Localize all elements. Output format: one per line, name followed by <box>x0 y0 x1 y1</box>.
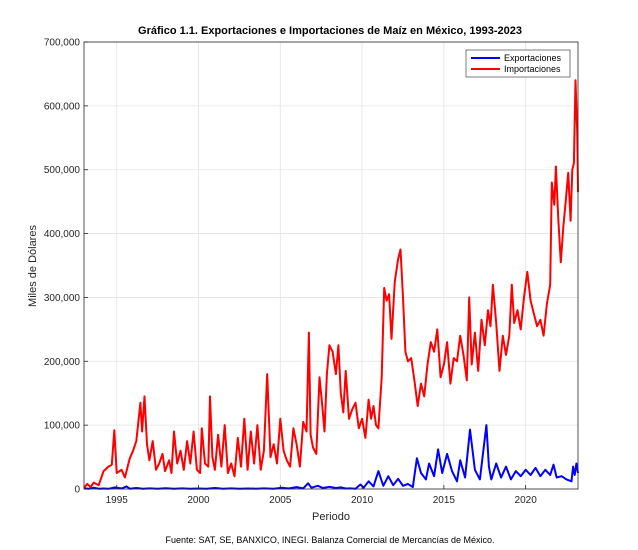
x-axis-label: Periodo <box>312 511 350 523</box>
y-tick-label: 300,000 <box>44 293 81 304</box>
y-tick-label: 500,000 <box>44 165 81 176</box>
plot-frame <box>83 41 579 490</box>
y-axis-label: Miles de Dólares <box>27 225 39 307</box>
y-tick-label: 400,000 <box>44 229 81 240</box>
x-tick-label: 2010 <box>351 495 374 506</box>
legend-label-importaciones: Importaciones <box>504 64 561 74</box>
x-tick-label: 2005 <box>269 495 292 506</box>
y-axis: 0 100,000 200,000 300,000 400,000 500,000 600,… <box>44 38 88 496</box>
y-tick-label: 700,000 <box>44 38 81 49</box>
legend-label-exportaciones: Exportaciones <box>504 53 562 63</box>
x-tick-label: 2000 <box>187 495 210 506</box>
source-note: Fuente: SAT, SE, BANXICO, INEGI. Balanza… <box>166 535 495 545</box>
y-tick-label: 200,000 <box>44 357 81 368</box>
y-tick-label: 0 <box>74 485 80 496</box>
x-axis: 1995 2000 2005 2010 2015 2020 <box>106 485 538 506</box>
chart-title: Gráfico 1.1. Exportaciones e Importacion… <box>138 25 522 37</box>
legend: Exportaciones Importaciones <box>465 49 571 78</box>
y-tick-label: 100,000 <box>44 421 81 432</box>
legend-box <box>465 49 571 78</box>
series-line-importaciones <box>83 79 579 489</box>
x-tick-label: 2015 <box>433 495 456 506</box>
y-tick-label: 600,000 <box>44 101 81 112</box>
x-tick-label: 1995 <box>106 495 129 506</box>
x-tick-label: 2020 <box>515 495 538 506</box>
